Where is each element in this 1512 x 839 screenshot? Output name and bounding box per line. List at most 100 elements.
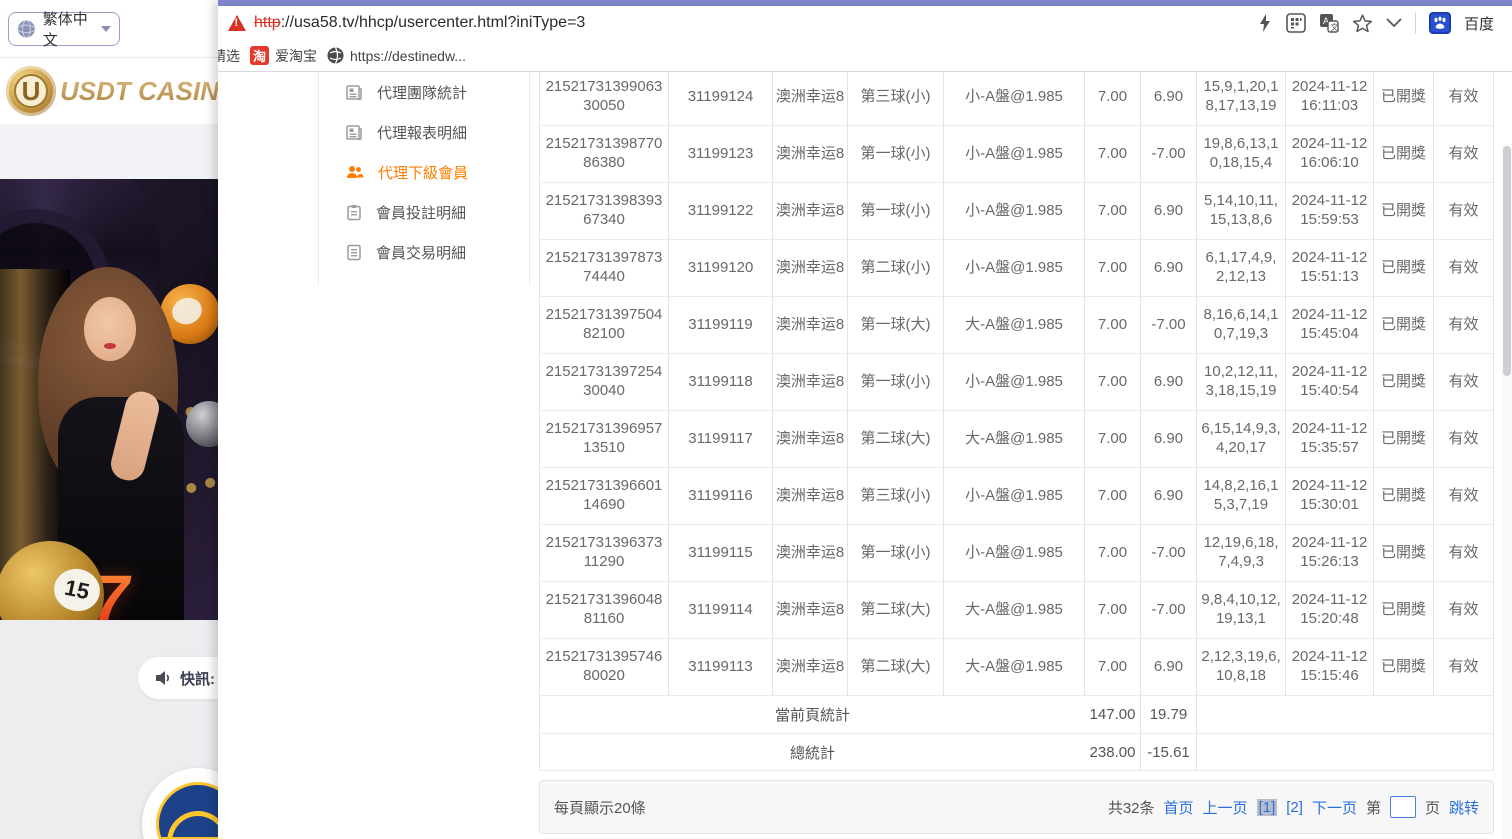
flash-icon[interactable] [1257, 13, 1273, 33]
cell-amount: 7.00 [1085, 354, 1141, 411]
team-logo-badge[interactable] [142, 768, 218, 839]
scrollbar[interactable] [1502, 144, 1512, 839]
cell-play: 第一球(小) [848, 126, 944, 183]
table-row: 2152173139725430040 31199118 澳洲幸运8 第一球(小) 小-… [539, 354, 1494, 411]
cell-play: 第一球(小) [848, 525, 944, 582]
summary-profit: -15.61 [1141, 734, 1197, 771]
news-label: 快訊: [180, 670, 215, 688]
document-icon [347, 244, 361, 260]
bookmark-item[interactable]: 淘 爱淘宝 [250, 46, 317, 66]
bet-records-table: 2152173139906330050 31199124 澳洲幸运8 第三球(小) 小-… [539, 72, 1494, 771]
cell-option: 大-A盤@1.985 [944, 297, 1085, 354]
brand-logo[interactable]: U USDT CASINO [6, 62, 218, 120]
cell-time: 2024-11-12 15:35:57 [1286, 411, 1374, 468]
users-icon [347, 166, 364, 178]
cell-option: 小-A盤@1.985 [944, 468, 1085, 525]
brand-logo-icon: U [6, 66, 56, 116]
cell-profit: -7.00 [1141, 582, 1197, 639]
cell-valid: 有效 [1434, 411, 1494, 468]
cell-time: 2024-11-12 15:59:53 [1286, 183, 1374, 240]
bookmark-item[interactable]: 精选 [218, 46, 240, 66]
table-row: 2152173139906330050 31199124 澳洲幸运8 第三球(小) 小-… [539, 72, 1494, 126]
cell-game: 澳洲幸运8 [773, 240, 848, 297]
table-row: 2152173139787374440 31199120 澳洲幸运8 第二球(小) 小-… [539, 240, 1494, 297]
cell-period: 31199117 [669, 411, 773, 468]
silver-ball [186, 401, 218, 447]
cell-valid: 有效 [1434, 126, 1494, 183]
bookmark-star-icon[interactable] [1352, 13, 1373, 34]
cell-amount: 7.00 [1085, 183, 1141, 240]
cell-game: 澳洲幸运8 [773, 72, 848, 126]
cell-valid: 有效 [1434, 468, 1494, 525]
security-warning-icon[interactable] [228, 15, 246, 31]
cell-period: 31199114 [669, 582, 773, 639]
next-page-link[interactable]: 下一页 [1311, 799, 1357, 817]
cell-option: 小-A盤@1.985 [944, 72, 1085, 126]
cell-valid: 有效 [1434, 582, 1494, 639]
cell-amount: 7.00 [1085, 525, 1141, 582]
cell-option: 小-A盤@1.985 [944, 354, 1085, 411]
sidebar-item-agent-report-detail[interactable]: 代理報表明細 [319, 112, 529, 152]
cell-time: 2024-11-12 15:51:13 [1286, 240, 1374, 297]
cell-order-id: 2152173139787374440 [539, 240, 669, 297]
sidebar-item-agent-team-stats[interactable]: 代理團隊統計 [319, 72, 529, 112]
jump-suffix: 页 [1424, 799, 1440, 817]
divider [1414, 12, 1416, 34]
cell-play: 第一球(小) [848, 183, 944, 240]
sidebar-item-label: 會員交易明細 [376, 244, 467, 262]
page-2-link[interactable]: [2] [1286, 798, 1303, 816]
sidebar-item-agent-sub-members[interactable]: 代理下級會員 [319, 152, 529, 192]
url-text[interactable]: http://usa58.tv/hhcp/usercenter.html?ini… [254, 14, 585, 32]
extensions-grid-icon[interactable] [1286, 13, 1306, 33]
chevron-down-icon[interactable] [1386, 18, 1402, 28]
scrollbar-thumb[interactable] [1503, 146, 1511, 376]
svg-text:文: 文 [1330, 22, 1338, 32]
cell-numbers: 6,15,14,9,3,4,20,17 [1197, 411, 1286, 468]
url-rest: ://usa58.tv/hhcp/usercenter.html?iniType… [280, 14, 586, 31]
baidu-label[interactable]: 百度 [1463, 15, 1494, 33]
language-label: 繁体中文 [42, 11, 88, 49]
cell-status: 已開獎 [1374, 240, 1434, 297]
bookmark-label: 爱淘宝 [275, 47, 317, 64]
model-lips [104, 343, 116, 349]
cell-option: 小-A盤@1.985 [944, 183, 1085, 240]
translate-icon[interactable]: A 文 [1319, 13, 1339, 33]
language-selector[interactable]: 繁体中文 [8, 11, 120, 49]
cell-amount: 7.00 [1085, 468, 1141, 525]
cell-play: 第二球(大) [848, 582, 944, 639]
baidu-icon[interactable] [1428, 12, 1451, 34]
cell-game: 澳洲幸运8 [773, 411, 848, 468]
sidebar-item-member-bet-detail[interactable]: 會員投註明細 [319, 192, 529, 232]
table-row: 2152173139604881160 31199114 澳洲幸运8 第二球(大) 大-… [539, 582, 1494, 639]
cell-option: 大-A盤@1.985 [944, 411, 1085, 468]
sidebar-item-member-transaction-detail[interactable]: 會員交易明細 [319, 232, 529, 272]
prev-page-link[interactable]: 上一页 [1202, 799, 1248, 817]
cell-profit: 6.90 [1141, 411, 1197, 468]
cell-amount: 7.00 [1085, 297, 1141, 354]
cell-option: 小-A盤@1.985 [944, 126, 1085, 183]
jump-button[interactable]: 跳转 [1448, 799, 1479, 817]
bookmark-item[interactable]: https://destinedw... [327, 47, 466, 64]
sidebar-item-label: 代理團隊統計 [377, 84, 468, 102]
page-jump-input[interactable] [1389, 796, 1416, 818]
cell-game: 澳洲幸运8 [773, 468, 848, 525]
first-page-link[interactable]: 首页 [1163, 799, 1194, 817]
cell-game: 澳洲幸运8 [773, 183, 848, 240]
jump-prefix: 第 [1365, 799, 1381, 817]
cell-order-id: 2152173139839367340 [539, 183, 669, 240]
page-1-link[interactable]: [1] [1256, 798, 1278, 816]
brand-name: USDT CASINO [60, 76, 218, 107]
news-ticker[interactable]: 快訊: [138, 657, 218, 699]
cell-numbers: 5,14,10,11,15,13,8,6 [1197, 183, 1286, 240]
cell-game: 澳洲幸运8 [773, 639, 848, 696]
cell-amount: 7.00 [1085, 72, 1141, 126]
table-row: 2152173139877086380 31199123 澳洲幸运8 第一球(小) 小-… [539, 126, 1494, 183]
browser-window: http://usa58.tv/hhcp/usercenter.html?ini… [218, 0, 1512, 839]
globe-icon [17, 19, 36, 39]
summary-amount: 238.00 [1085, 734, 1141, 771]
table-row: 2152173139839367340 31199122 澳洲幸运8 第一球(小) 小-… [539, 183, 1494, 240]
address-bar[interactable]: http://usa58.tv/hhcp/usercenter.html?ini… [218, 6, 1512, 40]
cell-game: 澳洲幸运8 [773, 354, 848, 411]
summary-label: 當前頁統計 [539, 696, 1085, 734]
